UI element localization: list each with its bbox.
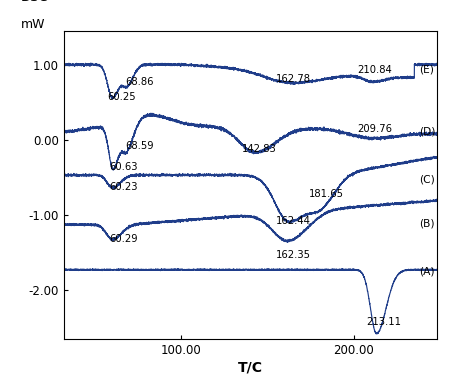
Text: 60.63: 60.63 (110, 162, 138, 172)
Text: (C): (C) (420, 174, 435, 184)
Text: 60.29: 60.29 (110, 234, 138, 244)
Text: DSC: DSC (21, 0, 49, 4)
Text: 213.11: 213.11 (366, 317, 401, 327)
Text: 162.78: 162.78 (276, 74, 311, 84)
Text: (E): (E) (420, 64, 435, 74)
Text: (A): (A) (420, 267, 435, 277)
Text: 142.83: 142.83 (242, 144, 276, 154)
Text: (B): (B) (420, 219, 435, 229)
Text: 209.76: 209.76 (357, 124, 392, 134)
Text: 162.44: 162.44 (276, 216, 311, 226)
Text: 68.86: 68.86 (125, 77, 153, 87)
Text: 181.65: 181.65 (309, 189, 344, 199)
Text: 60.25: 60.25 (108, 92, 136, 102)
Text: mW: mW (21, 18, 46, 32)
Text: 60.23: 60.23 (110, 182, 138, 192)
Text: 210.84: 210.84 (357, 65, 392, 75)
X-axis label: T/C: T/C (238, 361, 263, 375)
Text: (D): (D) (420, 126, 436, 136)
Text: 162.35: 162.35 (276, 249, 311, 259)
Text: 68.59: 68.59 (125, 142, 154, 151)
